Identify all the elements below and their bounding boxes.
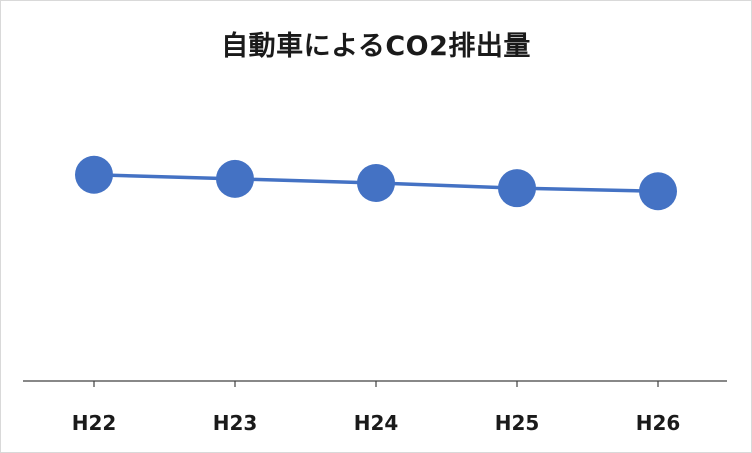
data-point-h22	[75, 155, 113, 194]
chart-title: 自動車によるCO2排出量	[221, 31, 531, 62]
x-tick-label: H23	[213, 411, 258, 435]
x-tick-label: H25	[495, 411, 540, 435]
data-point-h23	[216, 159, 254, 198]
x-tick-label: H24	[354, 411, 399, 435]
x-tick-labels: H22 H23 H24 H25 H26	[72, 411, 681, 435]
x-tick-label: H26	[636, 411, 681, 435]
x-tick-label: H22	[72, 411, 117, 435]
data-point-h26	[639, 172, 677, 211]
series-layer	[75, 155, 677, 211]
x-axis	[23, 380, 727, 387]
data-point-h25	[498, 169, 536, 208]
data-point-h24	[357, 164, 395, 202]
